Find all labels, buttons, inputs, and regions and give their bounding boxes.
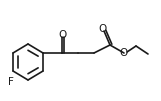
Text: F: F <box>8 77 14 87</box>
Text: O: O <box>99 24 107 34</box>
Text: O: O <box>120 48 128 58</box>
Text: O: O <box>59 30 67 40</box>
